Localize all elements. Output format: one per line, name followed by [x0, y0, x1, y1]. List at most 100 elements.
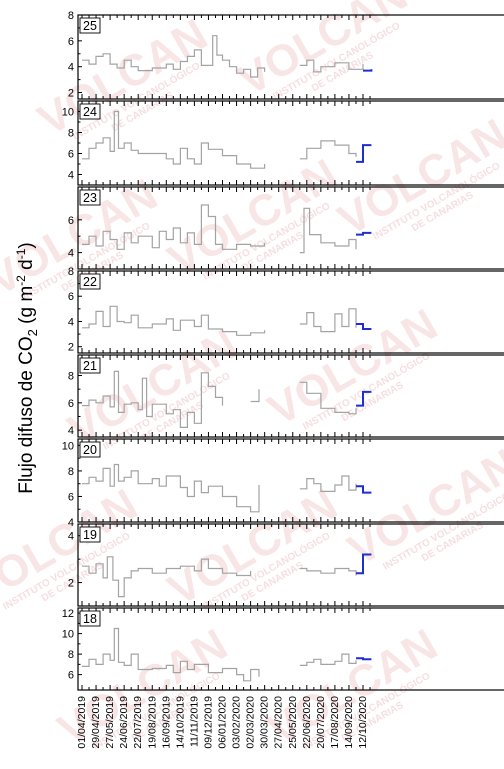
panel-id-badge: 18 — [79, 610, 101, 627]
panel-id-label: 20 — [83, 443, 97, 457]
x-tick-label: 03/02/2020 — [231, 696, 243, 749]
series-history-line — [82, 370, 357, 428]
x-tick-label: 14/09/2020 — [343, 696, 355, 749]
panel-id-box — [79, 103, 101, 120]
panel-id-label: 23 — [83, 191, 97, 205]
y-tick-label: 4 — [68, 517, 74, 529]
series-recent-line — [356, 323, 372, 330]
y-tick-label: 6 — [68, 491, 74, 503]
panel-id-label: 19 — [83, 528, 97, 542]
panel-id-box — [79, 273, 101, 290]
x-tick-label: 27/04/2020 — [273, 696, 285, 749]
x-tick-label: 11/11/2019 — [188, 696, 200, 747]
panel-id-label: 24 — [83, 105, 97, 119]
y-axis-label-part: Flujo difuso de CO — [16, 336, 37, 493]
panel-20: 4 6 8 10 20 — [62, 438, 504, 529]
y-tick-label: 6 — [68, 36, 74, 48]
panel-id-label: 22 — [83, 275, 97, 289]
x-tick-label: 09/12/2019 — [202, 696, 214, 749]
y-axis-label-part: (g m — [16, 286, 37, 329]
panel-id-badge: 24 — [79, 103, 101, 120]
y-tick-label: 4 — [68, 248, 74, 260]
y-tick-label: 8 — [68, 10, 74, 22]
series-recent-line — [356, 657, 372, 661]
series-history-line — [82, 556, 357, 598]
y-axis-label-part: -2 — [14, 275, 28, 286]
y-tick-label: 6 — [68, 215, 74, 227]
x-tick-label: 12/10/2020 — [357, 696, 369, 749]
x-tick-label: 06/01/2020 — [217, 696, 229, 749]
y-tick-label: 10 — [62, 107, 74, 119]
y-tick-label: 8 — [68, 649, 74, 661]
y-tick-label: 8 — [68, 266, 74, 278]
x-tick-label: 20/07/2020 — [315, 696, 327, 749]
y-tick-label: 10 — [62, 440, 74, 452]
panel-id-label: 18 — [83, 612, 97, 626]
panel-19: 2 4 19 — [68, 523, 504, 607]
x-tick-label: 22/06/2020 — [301, 696, 313, 749]
series-recent-line — [363, 69, 373, 72]
series-recent-line — [356, 553, 372, 575]
panel-id-label: 25 — [83, 19, 97, 33]
panel-id-badge: 19 — [79, 526, 101, 543]
y-axis-label-part: -1 — [14, 248, 28, 259]
x-tick-label: 17/08/2020 — [329, 696, 341, 749]
panel-frame — [77, 523, 504, 607]
panel-25: 2 4 6 8 25 — [68, 10, 504, 100]
x-tick-label: 24/06/2019 — [118, 696, 130, 749]
x-tick-label: 19/08/2019 — [146, 696, 158, 749]
panel-22: 2 4 6 8 22 — [68, 266, 504, 354]
y-tick-label: 4 — [68, 425, 74, 437]
y-tick-label: 6 — [68, 670, 74, 682]
x-tick-label: 01/04/2019 — [76, 696, 88, 749]
series-history-line — [82, 110, 357, 169]
panel-id-box — [79, 610, 101, 627]
series-recent-line — [356, 485, 372, 494]
series-history-line — [82, 305, 357, 336]
series-history-line — [82, 35, 364, 78]
y-tick-label: 4 — [68, 170, 74, 182]
panel-id-badge: 25 — [79, 17, 101, 34]
x-tick-label: 25/05/2020 — [287, 696, 299, 749]
panel-frame — [77, 270, 504, 354]
y-tick-label: 4 — [68, 62, 74, 74]
panel-id-box — [79, 17, 101, 34]
x-tick-label: 14/10/2019 — [174, 696, 186, 749]
panel-21: 4 6 8 21 — [68, 354, 504, 438]
series-recent-line — [356, 231, 372, 236]
panel-frame — [77, 607, 504, 691]
panel-id-box — [79, 441, 101, 458]
x-tick-label: 16/09/2019 — [160, 696, 172, 749]
date-axis: 01/04/2019 29/04/2019 27/05/2019 24/06/2019… — [76, 696, 369, 749]
panel-frame — [77, 14, 504, 100]
panel-frame — [77, 438, 504, 523]
y-tick-label: 8 — [68, 466, 74, 478]
series-history-line — [82, 463, 357, 513]
panel-23: 4 6 23 — [68, 186, 504, 270]
panel-id-badge: 20 — [79, 441, 101, 458]
panel-id-badge: 22 — [79, 273, 101, 290]
series-recent-line — [356, 390, 372, 407]
y-tick-label: 4 — [68, 531, 74, 543]
y-axis-label: Flujo difuso de CO2 (g m-2 d-1) — [14, 242, 40, 493]
series-history-line — [82, 627, 357, 682]
y-tick-label: 8 — [68, 371, 74, 383]
panel-id-label: 21 — [83, 359, 97, 373]
panel-id-badge: 21 — [79, 357, 101, 374]
x-tick-label: 02/03/2020 — [245, 696, 257, 749]
series-history-line — [82, 204, 357, 254]
y-tick-label: 2 — [68, 88, 74, 100]
y-tick-label: 6 — [68, 291, 74, 303]
y-axis-label-part: 2 — [25, 329, 40, 336]
panel-id-box — [79, 357, 101, 374]
panel-24: 4 6 8 10 24 — [62, 100, 504, 186]
y-tick-label: 4 — [68, 316, 74, 328]
series-recent-line — [356, 144, 372, 163]
